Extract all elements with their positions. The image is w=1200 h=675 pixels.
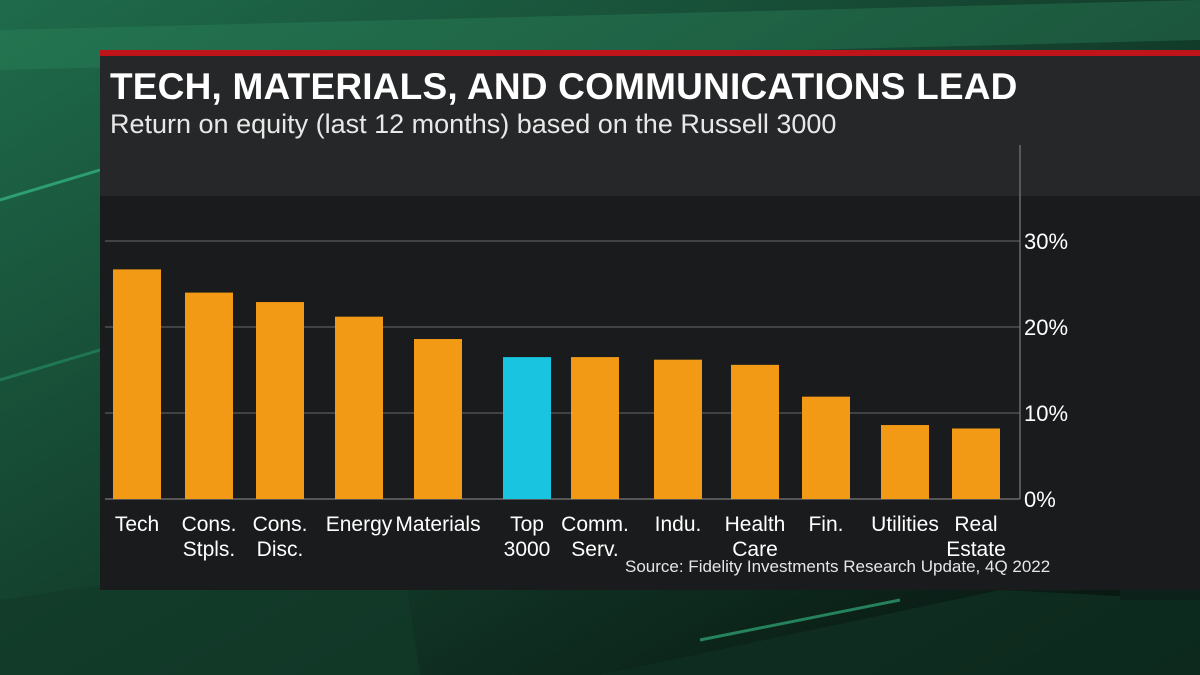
x-tick-label: Energy	[326, 513, 393, 536]
bar	[731, 364, 779, 499]
x-tick-label: Cons. Disc.	[253, 513, 308, 561]
y-tick-label: 0%	[1024, 487, 1056, 512]
x-tick-label: Materials	[395, 513, 480, 536]
x-tick-label: Tech	[115, 513, 159, 536]
x-tick-label: Utilities	[871, 513, 939, 536]
bar	[113, 269, 161, 499]
y-tick-label: 10%	[1024, 401, 1068, 426]
bar	[802, 396, 850, 499]
bar	[571, 357, 619, 499]
x-tick-label: Fin.	[808, 513, 843, 536]
bar	[654, 359, 702, 499]
y-tick-label: 30%	[1024, 229, 1068, 254]
x-tick-label: Indu.	[655, 513, 702, 536]
bar	[335, 316, 383, 499]
y-tick-label: 20%	[1024, 315, 1068, 340]
x-tick-label: Comm. Serv.	[561, 513, 629, 561]
bar	[952, 428, 1000, 499]
chart-title: TECH, MATERIALS, AND COMMUNICATIONS LEAD	[110, 66, 1018, 107]
bar	[414, 339, 462, 499]
chart-subtitle: Return on equity (last 12 months) based …	[110, 109, 837, 139]
bars	[113, 269, 1000, 499]
x-tick-label: Real Estate	[946, 513, 1006, 561]
chart-header: TECH, MATERIALS, AND COMMUNICATIONS LEAD…	[100, 56, 1200, 196]
bar-chart: Tech Cons. Stpls. Cons. Disc. Energy Materials…	[105, 145, 1068, 561]
bar	[503, 357, 551, 499]
x-tick-label: Health Care	[725, 513, 786, 561]
x-tick-label: Top 3000	[504, 513, 551, 561]
bar	[881, 425, 929, 499]
source-note: Source: Fidelity Investments Research Up…	[625, 557, 1051, 576]
accent-line	[100, 50, 1200, 56]
x-tick-label: Cons. Stpls.	[182, 513, 237, 561]
x-axis-labels: Tech Cons. Stpls. Cons. Disc. Energy Materials…	[115, 513, 1006, 561]
y-axis-labels: 0% 10% 20% 30%	[1024, 229, 1068, 512]
bar	[256, 302, 304, 499]
bar	[185, 292, 233, 499]
